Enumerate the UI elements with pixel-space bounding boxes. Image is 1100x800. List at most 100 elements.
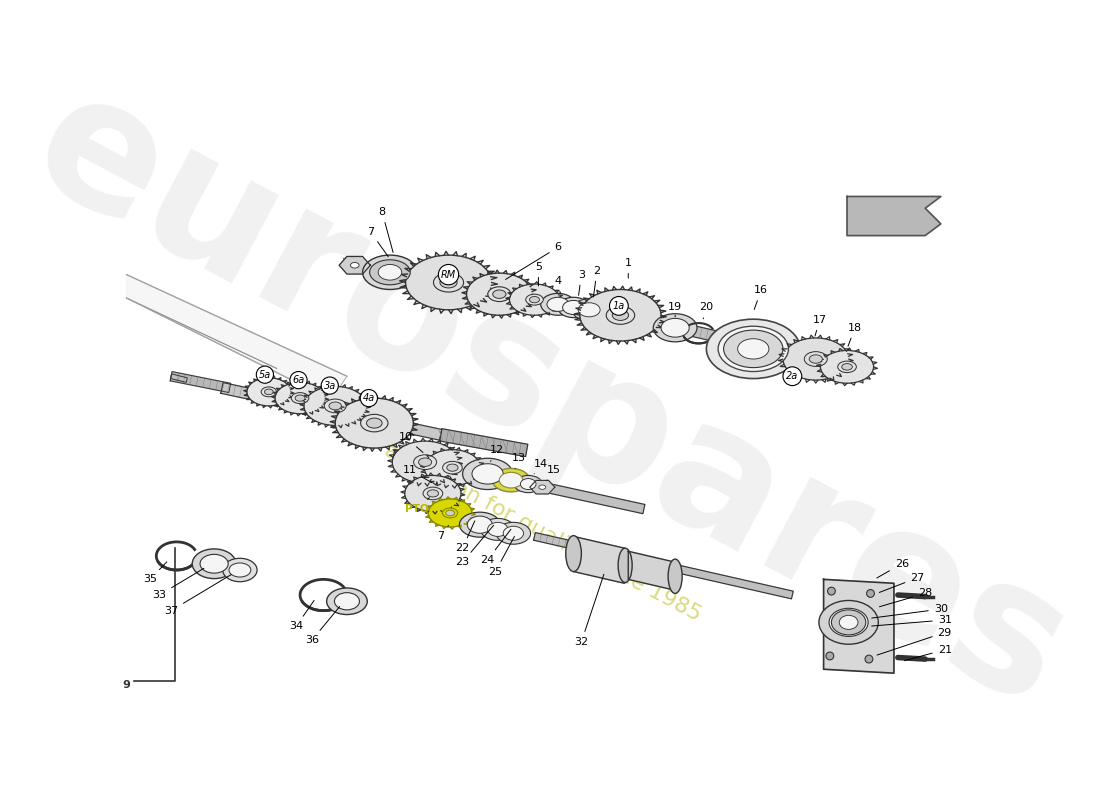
Text: 11: 11 [403,465,432,482]
Circle shape [826,652,834,660]
Polygon shape [170,372,231,393]
Ellipse shape [261,387,276,397]
Text: 21: 21 [904,645,952,661]
Text: 22: 22 [455,521,475,553]
Text: 35: 35 [143,562,167,584]
Ellipse shape [329,402,341,410]
Ellipse shape [493,469,530,492]
Ellipse shape [200,554,228,573]
Polygon shape [530,481,554,494]
Ellipse shape [229,563,251,577]
Ellipse shape [334,593,360,610]
Text: 26: 26 [877,558,909,578]
Polygon shape [342,258,629,322]
Ellipse shape [783,338,848,380]
Polygon shape [339,257,371,274]
Text: 6: 6 [506,242,561,279]
Text: 27: 27 [879,573,924,593]
Text: 3: 3 [578,270,585,295]
Ellipse shape [366,418,382,428]
Ellipse shape [327,588,367,614]
Text: 1: 1 [625,258,631,278]
Polygon shape [126,274,346,400]
Polygon shape [170,374,187,382]
Text: 29: 29 [877,627,952,655]
Ellipse shape [424,487,442,500]
Ellipse shape [661,318,690,337]
Text: 33: 33 [153,568,204,600]
Ellipse shape [738,338,769,359]
Polygon shape [573,537,625,583]
Ellipse shape [539,485,546,490]
Polygon shape [650,316,856,374]
Text: 37: 37 [164,574,231,616]
Ellipse shape [481,518,515,540]
Ellipse shape [370,260,410,285]
Ellipse shape [547,298,569,311]
Ellipse shape [466,273,532,315]
Text: 12: 12 [490,446,504,462]
Text: 32: 32 [574,574,604,647]
Ellipse shape [818,601,878,644]
Ellipse shape [579,302,601,317]
Ellipse shape [440,277,458,288]
Circle shape [865,655,872,663]
Ellipse shape [503,526,524,540]
Circle shape [290,371,307,389]
Ellipse shape [295,395,305,402]
Text: 34: 34 [289,601,315,631]
Text: 25: 25 [488,537,515,577]
Ellipse shape [361,414,388,432]
Ellipse shape [472,464,503,484]
Ellipse shape [496,522,530,544]
Ellipse shape [336,398,414,448]
Ellipse shape [414,454,437,470]
Ellipse shape [499,472,522,488]
Polygon shape [628,551,675,590]
Text: 14: 14 [534,458,548,474]
Text: 2: 2 [593,266,601,297]
Ellipse shape [427,490,439,497]
Text: 30: 30 [871,604,948,618]
Text: PTO: PTO [406,498,429,514]
Ellipse shape [842,363,852,370]
Circle shape [783,367,802,386]
Ellipse shape [264,389,273,394]
Circle shape [827,587,835,595]
Ellipse shape [565,536,582,571]
Ellipse shape [292,393,309,403]
Text: 28: 28 [879,589,933,606]
Text: 9: 9 [123,680,131,690]
Circle shape [867,590,875,598]
Text: 8: 8 [378,207,393,253]
Text: 16: 16 [755,286,768,310]
Ellipse shape [606,306,635,324]
Text: 15: 15 [547,465,561,480]
Circle shape [321,377,339,394]
Ellipse shape [304,386,366,426]
Text: a passion for quality since 1985: a passion for quality since 1985 [381,440,704,625]
Text: 23: 23 [455,526,494,567]
Ellipse shape [832,610,866,635]
Ellipse shape [572,299,606,321]
Ellipse shape [192,549,236,578]
Circle shape [439,265,459,285]
Text: 5: 5 [535,262,542,286]
Ellipse shape [493,290,506,298]
Ellipse shape [246,378,290,406]
Text: RM: RM [441,270,456,280]
Ellipse shape [668,559,682,594]
Ellipse shape [821,350,873,383]
Circle shape [609,297,628,315]
Text: 1a: 1a [613,301,625,311]
Text: 7: 7 [366,226,388,257]
Ellipse shape [724,330,783,368]
Ellipse shape [718,326,789,371]
Ellipse shape [373,262,407,283]
Circle shape [360,390,377,406]
Text: 13: 13 [512,454,526,469]
Ellipse shape [706,319,800,378]
Polygon shape [393,450,645,514]
Ellipse shape [520,478,536,490]
Ellipse shape [613,310,628,321]
